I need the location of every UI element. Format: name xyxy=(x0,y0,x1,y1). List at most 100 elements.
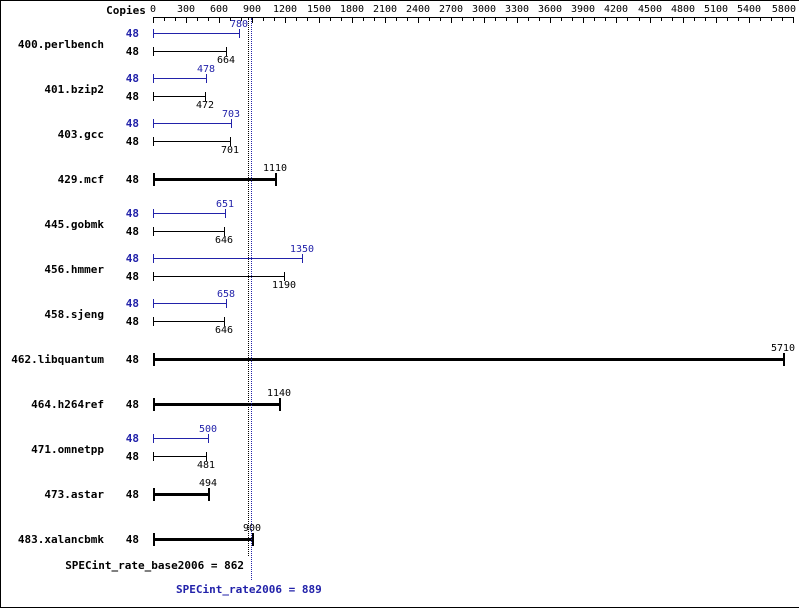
benchmark-label: 401.bzip2 xyxy=(44,83,104,96)
x-axis-major-tick xyxy=(793,18,794,23)
bar-end-cap xyxy=(231,119,232,128)
x-axis-major-tick xyxy=(550,18,551,23)
x-axis-major-tick xyxy=(650,18,651,23)
bar-start-cap xyxy=(153,173,155,186)
base-value-label: 701 xyxy=(220,145,240,156)
copies-value: 48 xyxy=(125,207,139,220)
x-axis-minor-tick xyxy=(462,18,463,21)
x-axis-major-tick xyxy=(252,18,253,23)
x-axis-minor-tick xyxy=(572,18,573,21)
base-bar xyxy=(153,141,230,142)
base-bar xyxy=(153,51,226,52)
x-axis-minor-tick xyxy=(341,18,342,21)
peak-value-label: 658 xyxy=(216,289,236,300)
bar-start-cap xyxy=(153,398,155,411)
peak-value-label: 478 xyxy=(196,64,216,75)
base-value-label: 5710 xyxy=(770,343,796,354)
x-axis-tick-label: 600 xyxy=(209,4,229,15)
x-axis-minor-tick xyxy=(407,18,408,21)
benchmark-label: 429.mcf xyxy=(57,173,104,186)
bar-end-cap xyxy=(284,272,285,281)
x-axis-minor-tick xyxy=(605,18,606,21)
benchmark-label: 458.sjeng xyxy=(44,308,104,321)
base-bar xyxy=(153,96,205,97)
bar-start-cap xyxy=(153,29,154,38)
copies-value: 48 xyxy=(125,398,139,411)
benchmark-label: 403.gcc xyxy=(57,128,104,141)
x-axis-tick-label: 1500 xyxy=(306,4,332,15)
base-value-label: 494 xyxy=(198,478,218,489)
x-axis-major-tick xyxy=(716,18,717,23)
bar-end-cap xyxy=(302,254,303,263)
x-axis-major-tick xyxy=(484,18,485,23)
x-axis-minor-tick xyxy=(539,18,540,21)
x-axis-minor-tick xyxy=(374,18,375,21)
x-axis-tick-label: 2100 xyxy=(372,4,398,15)
copies-value: 48 xyxy=(125,353,139,366)
peak-bar xyxy=(153,33,239,34)
base-only-bar xyxy=(153,358,783,361)
x-axis-minor-tick xyxy=(429,18,430,21)
x-axis-line xyxy=(153,17,794,18)
bar-end-cap xyxy=(230,137,231,146)
bar-start-cap xyxy=(153,227,154,236)
x-axis-major-tick xyxy=(385,18,386,23)
bar-start-cap xyxy=(153,533,155,546)
x-axis-minor-tick xyxy=(738,18,739,21)
bar-start-cap xyxy=(153,209,154,218)
x-axis-minor-tick xyxy=(197,18,198,21)
base-only-bar xyxy=(153,538,252,541)
x-axis-minor-tick xyxy=(661,18,662,21)
x-axis-minor-tick xyxy=(440,18,441,21)
copies-value: 48 xyxy=(125,432,139,445)
copies-value: 48 xyxy=(125,533,139,546)
bar-end-cap xyxy=(208,488,210,501)
base-value-label: 1110 xyxy=(262,163,288,174)
base-bar xyxy=(153,321,224,322)
x-axis-minor-tick xyxy=(263,18,264,21)
x-axis-tick-label: 0 xyxy=(149,4,157,15)
x-axis-minor-tick xyxy=(330,18,331,21)
bar-start-cap xyxy=(153,299,154,308)
peak-value-label: 1350 xyxy=(289,244,315,255)
bar-end-cap xyxy=(239,29,240,38)
x-axis-minor-tick xyxy=(495,18,496,21)
copies-value: 48 xyxy=(125,135,139,148)
bar-end-cap xyxy=(206,452,207,461)
copies-value: 48 xyxy=(125,173,139,186)
peak-value-label: 651 xyxy=(215,199,235,210)
x-axis-minor-tick xyxy=(274,18,275,21)
base-value-label: 481 xyxy=(196,460,216,471)
bar-start-cap xyxy=(153,47,154,56)
x-axis-major-tick xyxy=(219,18,220,23)
base-bar xyxy=(153,276,284,277)
x-axis-tick-label: 4500 xyxy=(637,4,663,15)
bar-start-cap xyxy=(153,317,154,326)
benchmark-label: 445.gobmk xyxy=(44,218,104,231)
x-axis-minor-tick xyxy=(473,18,474,21)
x-axis-minor-tick xyxy=(727,18,728,21)
x-axis-minor-tick xyxy=(208,18,209,21)
base-value-label: 1190 xyxy=(271,280,297,291)
x-axis-minor-tick xyxy=(672,18,673,21)
x-axis-major-tick xyxy=(683,18,684,23)
x-axis-tick-label: 5100 xyxy=(703,4,729,15)
bar-end-cap xyxy=(279,398,281,411)
bar-start-cap xyxy=(153,74,154,83)
x-axis-tick-label: 5400 xyxy=(736,4,762,15)
bar-start-cap xyxy=(153,488,155,501)
peak-bar xyxy=(153,258,302,259)
bar-end-cap xyxy=(275,173,277,186)
x-axis-major-tick xyxy=(186,18,187,23)
x-axis-major-tick xyxy=(285,18,286,23)
bar-end-cap xyxy=(224,317,225,326)
copies-value: 48 xyxy=(125,270,139,283)
x-axis-tick-label: 3600 xyxy=(537,4,563,15)
benchmark-label: 456.hmmer xyxy=(44,263,104,276)
x-axis-tick-label: 3000 xyxy=(471,4,497,15)
copies-value: 48 xyxy=(125,90,139,103)
x-axis-tick-label: 3300 xyxy=(504,4,530,15)
bar-end-cap xyxy=(225,209,226,218)
x-axis-minor-tick xyxy=(241,18,242,21)
